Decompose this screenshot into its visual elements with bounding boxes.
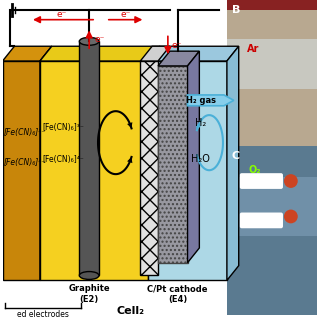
Text: H₂: H₂: [196, 118, 207, 128]
Text: [Fe(CN)₆]³⁻: [Fe(CN)₆]³⁻: [4, 128, 46, 137]
Text: C: C: [232, 150, 240, 161]
Polygon shape: [3, 46, 52, 61]
Text: Cell₂: Cell₂: [116, 306, 145, 316]
Text: [Fe(CN)₆]⁴⁻: [Fe(CN)₆]⁴⁻: [4, 158, 46, 167]
Bar: [227, 0, 317, 10]
Polygon shape: [227, 46, 239, 280]
Text: Ar: Ar: [247, 44, 259, 54]
Text: H₂ gas: H₂ gas: [186, 96, 216, 105]
Bar: [140, 61, 158, 276]
Polygon shape: [148, 46, 239, 61]
Polygon shape: [188, 51, 199, 263]
Text: H₂O: H₂O: [191, 154, 210, 164]
Bar: [227, 146, 317, 315]
Text: Graphite
(E2): Graphite (E2): [68, 284, 110, 304]
Polygon shape: [158, 51, 199, 66]
Bar: [148, 61, 227, 280]
Bar: [227, 177, 317, 236]
FancyBboxPatch shape: [240, 173, 283, 189]
Text: [Fe(CN)₆]³⁻: [Fe(CN)₆]³⁻: [42, 124, 84, 132]
Bar: [3, 61, 40, 280]
Ellipse shape: [79, 272, 99, 279]
FancyBboxPatch shape: [240, 212, 283, 228]
FancyArrow shape: [188, 95, 234, 106]
Text: e⁻: e⁻: [120, 10, 131, 19]
Ellipse shape: [79, 37, 99, 45]
Text: O₂: O₂: [249, 165, 261, 175]
Text: e⁻: e⁻: [172, 41, 182, 50]
Bar: [227, 0, 317, 146]
Text: [Fe(CN)₆]⁴⁻: [Fe(CN)₆]⁴⁻: [42, 155, 84, 164]
Polygon shape: [140, 46, 170, 61]
Bar: [40, 61, 148, 280]
Circle shape: [284, 210, 298, 223]
Bar: [79, 41, 99, 276]
Bar: [227, 39, 317, 89]
Polygon shape: [40, 46, 160, 61]
Text: C/Pt cathode
(E4): C/Pt cathode (E4): [148, 284, 208, 304]
Text: B: B: [232, 5, 240, 15]
Text: e⁻: e⁻: [56, 10, 67, 19]
Text: ed electrodes: ed electrodes: [17, 310, 69, 319]
Circle shape: [284, 174, 298, 188]
Polygon shape: [40, 46, 52, 280]
Bar: [158, 66, 188, 263]
Text: e⁻: e⁻: [94, 35, 104, 44]
